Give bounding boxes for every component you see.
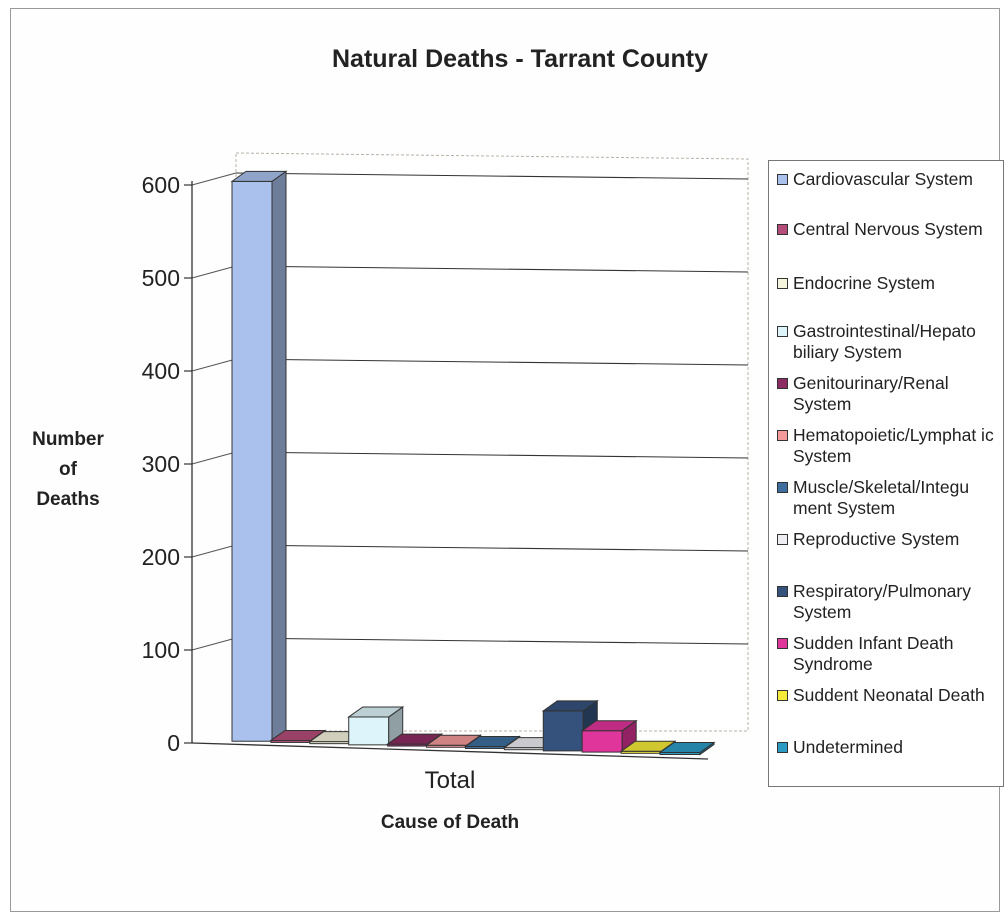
legend-swatch [777,742,788,753]
legend-label: Gastrointestinal/Hepato biliary System [793,321,976,362]
legend-label: Hematopoietic/Lymphat ic System [793,425,994,466]
bar-1-top [269,729,327,741]
bar-9-front [581,730,623,753]
gridline-depth [191,172,237,186]
y-tick-label: 400 [142,358,180,384]
legend-swatch [777,430,788,441]
y-tick-label: 200 [142,544,180,570]
x-axis-line [191,742,709,760]
y-tick-label: 0 [167,730,180,756]
bar-10-top [619,740,677,752]
legend-label: Undetermined [793,737,903,757]
bar-8-top [541,700,599,712]
legend-label: Suddent Neonatal Death [793,685,985,705]
legend-label: Reproductive System [793,529,960,549]
y-tick-label: 100 [142,637,180,663]
y-axis-label: Number of Deaths [18,425,118,515]
gridline-depth [191,358,237,372]
gridline-depth [191,637,237,651]
legend-swatch [777,278,788,289]
gridline-depth [191,265,237,279]
legend-label: Endocrine System [793,273,936,293]
chart-legend: Cardiovascular System Central Nervous Sys… [768,160,1004,787]
gridline [235,544,749,552]
x-category-label: Total [424,767,476,794]
bar-0-front [231,180,273,742]
bar-0-top [230,170,288,182]
chart-title: Natural Deaths - Tarrant County [332,45,708,73]
bar-5-top [424,734,483,746]
y-tick-label: 500 [142,265,180,291]
legend-swatch [777,638,788,649]
legend-label: Genitourinary/Renal System [793,373,949,414]
legend-label: Respiratory/Pulmonary System [793,581,971,622]
bar-4-top [386,733,444,745]
bar-6-top [463,735,522,747]
y-axis-label-line-3: Deaths [36,489,100,510]
gridline-depth [191,544,237,558]
legend-swatch [777,174,788,185]
x-axis-label: Cause of Death [380,812,520,833]
gridline [235,451,749,459]
bar-9-top [580,720,638,732]
y-tick-label: 600 [142,172,180,198]
gridline [235,637,749,645]
legend-swatch [777,586,788,597]
gridline [235,265,749,273]
bar-3-front [348,716,390,746]
gridline [235,358,749,366]
gridline [235,172,749,180]
legend-swatch [777,326,788,337]
legend-label: Cardiovascular System [793,169,973,189]
legend-swatch [777,224,788,235]
y-axis-label-line-2: of [59,459,77,480]
legend-label: Central Nervous System [793,219,983,239]
bar-3-top [347,706,405,718]
bar-8-front [542,710,584,752]
legend-swatch [777,482,788,493]
bar-11-top [658,742,716,754]
legend-swatch [777,378,788,389]
y-axis-label-line-1: Number [32,429,104,450]
legend-label: Sudden Infant Death Syndrome [793,633,954,674]
gridline-depth [191,451,237,465]
bar-0-side [271,170,287,743]
legend-swatch [777,534,788,545]
legend-label: Muscle/Skeletal/Integu ment System [793,477,970,518]
plot-back-wall [235,152,749,732]
y-tick-label: 300 [142,451,180,477]
legend-swatch [777,690,788,701]
